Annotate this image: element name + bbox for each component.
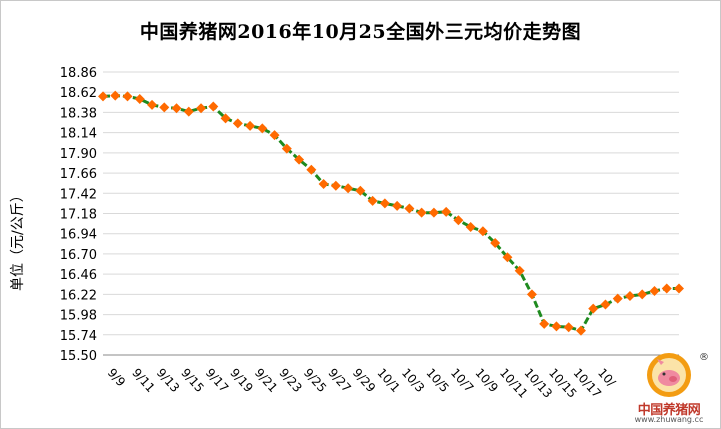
data-point <box>196 103 207 114</box>
data-point <box>110 90 121 101</box>
data-point <box>294 154 305 165</box>
pig-logo-icon: ® <box>647 352 709 397</box>
data-point <box>649 285 660 296</box>
y-tick-label: 18.38 <box>60 106 97 121</box>
x-tick-label: 10/1 <box>374 366 402 395</box>
data-point <box>661 283 672 294</box>
y-tick-label: 18.86 <box>60 66 97 81</box>
zhuwang-watermark: ® 中国养猪网 www.zhuwang.cc <box>621 349 717 427</box>
x-tick-label: 9/17 <box>203 366 231 395</box>
data-point <box>526 289 537 300</box>
chart-title: 中国养猪网2016年10月25全国外三元均价走势图 <box>139 21 582 43</box>
y-tick-label: 16.22 <box>60 288 97 303</box>
data-point <box>416 207 427 218</box>
data-point <box>134 93 145 104</box>
data-point <box>208 101 219 112</box>
y-tick-label: 18.62 <box>60 86 97 101</box>
x-tick-label: 10/7 <box>448 366 476 395</box>
data-point <box>428 207 439 218</box>
x-tick-label: 9/19 <box>227 366 255 395</box>
data-point <box>575 325 586 336</box>
x-tick-label: 9/15 <box>178 366 206 395</box>
data-point <box>269 130 280 141</box>
x-tick-label: 9/27 <box>325 366 353 395</box>
data-point <box>465 221 476 232</box>
data-point <box>477 226 488 237</box>
data-point <box>600 299 611 310</box>
data-point <box>514 265 525 276</box>
data-point <box>232 118 243 129</box>
data-point <box>98 91 108 102</box>
data-point <box>563 322 574 333</box>
x-tick-label: 9/21 <box>252 366 280 395</box>
x-tick-label: 9/11 <box>129 366 157 395</box>
data-point <box>379 198 390 209</box>
data-point <box>502 252 513 263</box>
y-axis-label: 单位（元/公斤） <box>10 188 26 291</box>
data-point <box>392 200 403 211</box>
x-tick-label: 9/25 <box>301 366 329 395</box>
data-point <box>159 102 170 113</box>
x-tick-label: 9/23 <box>276 366 304 395</box>
data-point <box>453 215 464 226</box>
data-point <box>281 143 292 154</box>
x-tick-label: 10/3 <box>399 366 427 395</box>
watermark-name: 中国养猪网 <box>637 403 701 418</box>
data-point <box>245 120 256 131</box>
x-tick-label: 9/29 <box>350 366 378 395</box>
data-point <box>220 113 231 124</box>
data-point <box>330 180 341 191</box>
data-point <box>674 283 684 294</box>
data-point <box>490 237 501 248</box>
data-point <box>318 179 329 190</box>
y-tick-label: 17.90 <box>60 147 97 162</box>
y-tick-label: 18.14 <box>60 127 97 142</box>
x-tick-label: 9/13 <box>154 366 182 395</box>
data-point <box>404 203 415 214</box>
x-tick-label: 10/9 <box>472 366 500 395</box>
data-point <box>624 291 635 302</box>
y-tick-label: 15.98 <box>60 309 97 324</box>
y-tick-label: 17.18 <box>60 208 97 223</box>
y-tick-label: 15.50 <box>60 349 97 364</box>
data-point <box>122 91 133 102</box>
data-point <box>257 123 268 134</box>
data-point <box>171 103 182 114</box>
registered-mark: ® <box>699 352 709 363</box>
data-point <box>183 106 194 117</box>
data-point <box>343 183 354 194</box>
data-point <box>355 185 366 196</box>
data-point <box>367 195 378 206</box>
data-point <box>551 321 562 332</box>
y-tick-label: 16.94 <box>60 228 97 243</box>
y-tick-label: 17.66 <box>60 167 97 182</box>
y-tick-label: 15.74 <box>60 329 97 344</box>
y-tick-label: 16.46 <box>60 268 97 283</box>
data-point <box>637 289 648 300</box>
data-point <box>147 99 158 110</box>
x-tick-label: 9/9 <box>105 366 128 390</box>
watermark-url: www.zhuwang.cc <box>634 415 704 424</box>
x-tick-label: 10/5 <box>423 366 451 395</box>
data-point <box>441 206 452 217</box>
data-point <box>588 303 599 314</box>
y-tick-label: 17.42 <box>60 187 97 202</box>
y-tick-label: 16.70 <box>60 248 97 263</box>
data-point <box>539 318 550 329</box>
series-line <box>102 94 679 333</box>
data-point <box>306 164 317 175</box>
data-point <box>612 293 623 304</box>
